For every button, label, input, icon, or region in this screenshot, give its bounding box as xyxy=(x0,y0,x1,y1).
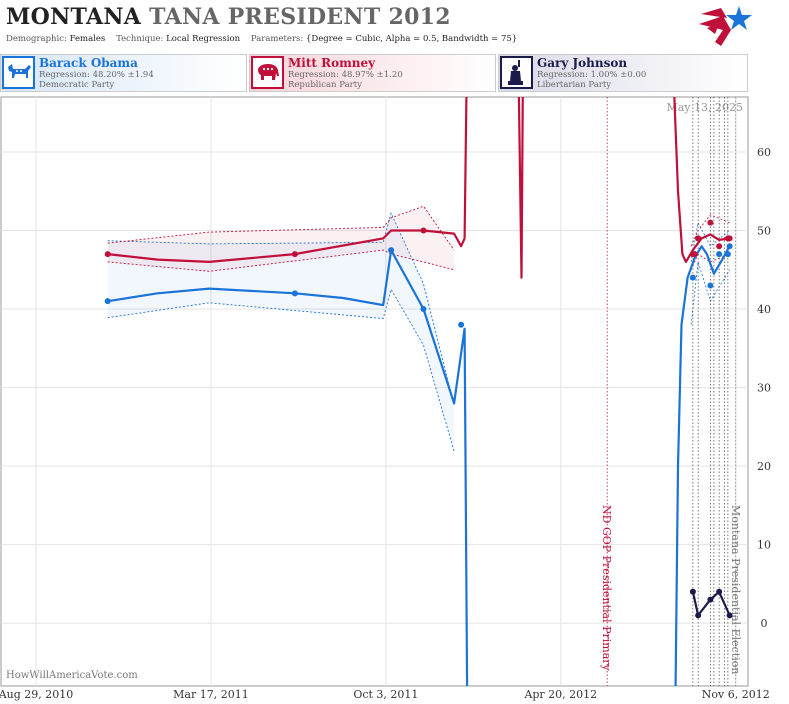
poll-point xyxy=(726,235,733,242)
y-tick-label: 0 xyxy=(761,617,768,630)
poll-point xyxy=(716,243,723,250)
poll-point xyxy=(724,251,731,258)
poll-point xyxy=(689,274,696,281)
poll-point xyxy=(716,588,723,595)
y-tick-label: 50 xyxy=(757,225,771,238)
band-lower-line xyxy=(107,249,455,272)
poll-point xyxy=(388,247,395,254)
poll-point xyxy=(726,612,733,619)
header: MONTANA TANA PRESIDENT 2012 Demographic:… xyxy=(0,0,789,50)
donkey-icon xyxy=(2,56,35,89)
title-state: MONTANA xyxy=(6,4,142,30)
event-line-label: ND GOP Presidential Primary xyxy=(600,505,613,672)
band-lower-line xyxy=(107,288,455,452)
late-band-line xyxy=(690,221,730,262)
candidate-party: Republican Party xyxy=(288,80,362,90)
poll-point xyxy=(707,596,714,603)
candidate-regression: Regression: 48.20% ±1.94 xyxy=(39,70,154,80)
x-tick-label: Apr 20, 2012 xyxy=(523,688,597,701)
candidate-party: Libertarian Party xyxy=(537,80,612,90)
parameters-label: Parameters: xyxy=(250,34,304,44)
candidate-name: Gary Johnson xyxy=(537,56,628,70)
plot-area xyxy=(0,96,749,687)
late-band-line xyxy=(690,253,730,270)
candidate-legend: Barack Obama Regression: 48.20% ±1.94 De… xyxy=(0,54,789,92)
technique-label: Technique: xyxy=(116,34,164,44)
poll-point xyxy=(420,227,427,234)
legend-item-romney[interactable]: Mitt Romney Regression: 48.97% ±1.20 Rep… xyxy=(249,54,496,92)
x-tick-label: Oct 3, 2011 xyxy=(353,688,418,701)
poll-point xyxy=(104,251,111,258)
candidate-regression: Regression: 48.97% ±1.20 xyxy=(288,70,403,80)
poll-point xyxy=(689,588,696,595)
poll-point xyxy=(420,306,427,313)
title-race: TANA PRESIDENT 2012 xyxy=(149,4,451,30)
poll-point xyxy=(695,235,702,242)
poll-point xyxy=(707,282,714,289)
date-stamp: May 13, 2025 xyxy=(666,101,743,114)
regression-chart: Aug 29, 2010 Mar 17, 2011 Oct 3, 2011 Apr 2… xyxy=(0,96,771,701)
poll-point xyxy=(716,251,723,258)
legend-item-obama[interactable]: Barack Obama Regression: 48.20% ±1.94 De… xyxy=(0,54,247,92)
parameters-line: Demographic: Females Technique: Local Re… xyxy=(6,34,517,44)
elephant-icon xyxy=(251,56,284,89)
late-band-line xyxy=(690,214,730,247)
event-line-label: Montana Presidential Election xyxy=(729,505,742,674)
candidate-name: Mitt Romney xyxy=(288,56,376,70)
trend-line xyxy=(517,97,524,279)
technique-value: Local Regression xyxy=(166,34,241,44)
parameters-value: {Degree = Cubic, Alpha = 0.5, Bandwidth … xyxy=(305,34,518,44)
x-tick-label: Mar 17, 2011 xyxy=(173,688,249,701)
trend-line xyxy=(674,245,731,686)
statue-of-liberty-icon xyxy=(500,56,533,89)
y-tick-label: 20 xyxy=(757,460,771,473)
x-tick-label: Aug 29, 2010 xyxy=(0,688,73,701)
legend-item-johnson[interactable]: Gary Johnson Regression: 1.00% ±0.00 Lib… xyxy=(498,54,748,92)
poll-point xyxy=(726,243,733,250)
poll-point xyxy=(695,612,702,619)
page-title: MONTANA TANA PRESIDENT 2012 xyxy=(6,4,451,30)
trend-line xyxy=(673,97,730,263)
y-tick-label: 10 xyxy=(757,539,771,552)
y-tick-label: 60 xyxy=(757,146,771,159)
plot-clip-group xyxy=(104,97,737,686)
y-tick-label: 30 xyxy=(757,382,771,395)
candidate-regression: Regression: 1.00% ±0.00 xyxy=(537,70,647,80)
band-upper-line xyxy=(107,211,455,406)
demographic-label: Demographic: xyxy=(6,34,67,44)
demographic-value: Females xyxy=(69,34,106,44)
confidence-band xyxy=(107,213,455,452)
confidence-band xyxy=(107,206,455,272)
candidate-party: Democratic Party xyxy=(39,80,115,90)
candidate-name: Barack Obama xyxy=(39,56,138,70)
x-tick-label: Nov 6, 2012 xyxy=(702,688,770,701)
trend-line xyxy=(107,97,468,263)
poll-point xyxy=(291,251,298,258)
poll-point xyxy=(104,298,111,305)
poll-point xyxy=(458,321,465,328)
watermark: HowWillAmericaVote.com xyxy=(6,670,138,681)
poll-point xyxy=(291,290,298,297)
trend-line xyxy=(107,249,469,686)
y-tick-label: 40 xyxy=(757,303,771,316)
star-flag-logo-icon[interactable] xyxy=(697,4,753,50)
band-upper-line xyxy=(107,205,455,251)
poll-point xyxy=(691,251,698,258)
poll-point xyxy=(707,219,714,226)
